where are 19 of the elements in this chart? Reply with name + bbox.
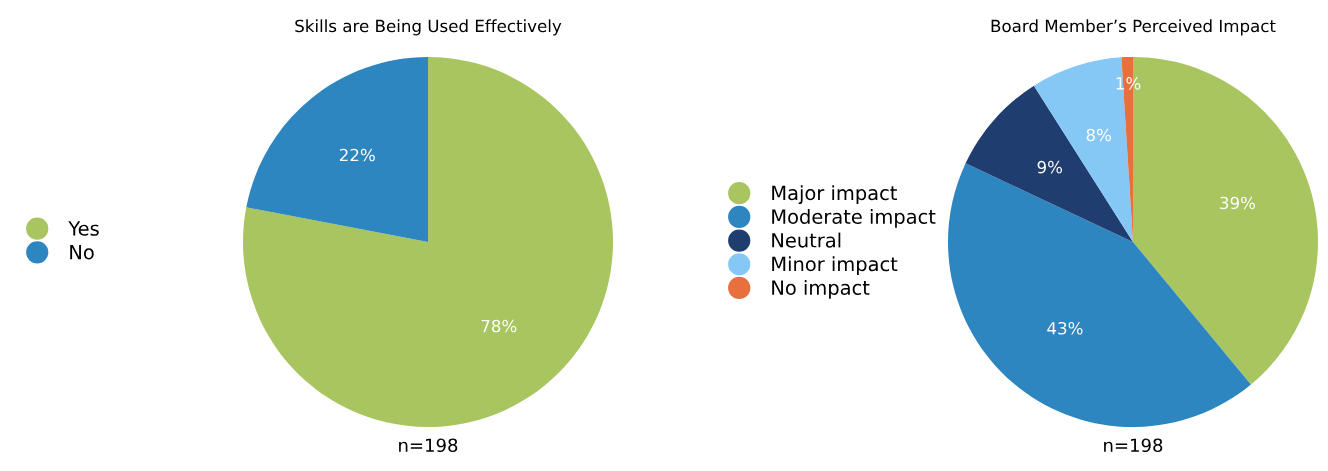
legend-label: Moderate impact <box>772 208 936 228</box>
legend-label: Minor impact <box>772 256 898 276</box>
data-label: 43% <box>1047 321 1083 335</box>
data-label: 8% <box>1086 128 1111 142</box>
data-label: 9% <box>1037 160 1063 174</box>
legend-label: Neutral <box>772 232 841 248</box>
legend-label: Yes <box>68 221 99 236</box>
text: n=198 <box>399 438 458 453</box>
pie-slice <box>246 57 428 242</box>
legend-label: No impact <box>772 279 870 299</box>
legend-label: No <box>70 245 94 260</box>
legend-label: Major impact <box>772 185 897 205</box>
chart-title: Skills are Being Used Effectively <box>295 19 562 36</box>
pie-slice <box>243 57 613 427</box>
chart-title: Board Member’s Perceived Impact <box>991 19 1276 36</box>
data-label: 78% <box>481 319 517 333</box>
text: n=198 <box>1104 438 1163 453</box>
data-label: 39% <box>1220 196 1256 210</box>
data-label: 22% <box>339 148 375 162</box>
